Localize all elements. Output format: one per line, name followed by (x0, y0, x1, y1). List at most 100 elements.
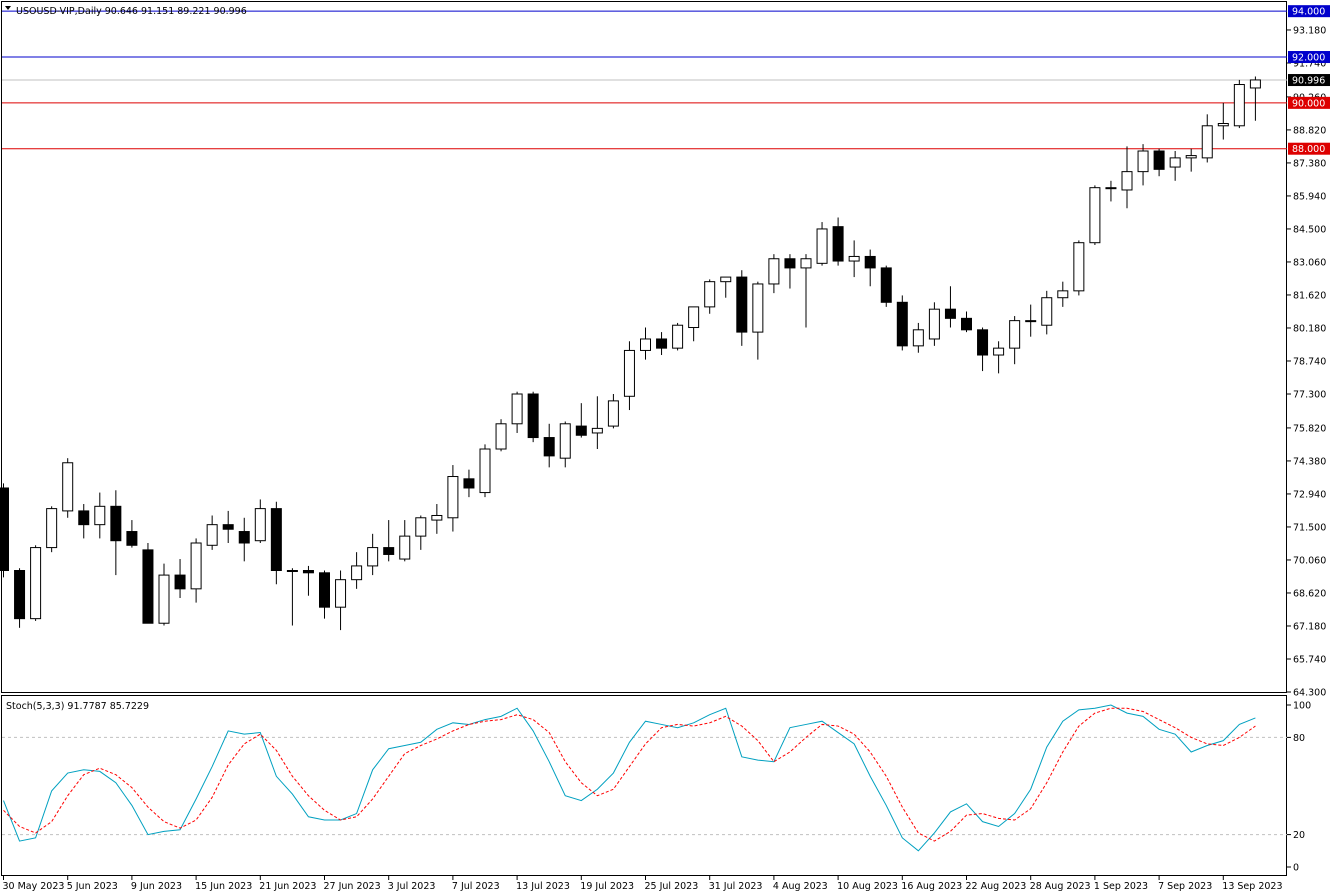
candle (1009, 316, 1021, 365)
price-axis: 93.18091.74090.26088.82087.38085.94084.5… (1287, 5, 1330, 699)
price-tick-label: 93.180 (1293, 25, 1326, 36)
candle (479, 444, 491, 498)
candle (1185, 148, 1197, 172)
candle-body-bull (158, 574, 170, 624)
candle (1025, 304, 1037, 337)
candle (928, 302, 940, 346)
candle-body-bull (30, 547, 42, 620)
candle-body-bull (800, 258, 812, 269)
candle-body-bull (1073, 242, 1085, 292)
candle-body-bull (752, 283, 764, 333)
candle-body-bull (1185, 155, 1197, 159)
stochastic-header-text: Stoch(5,3,3) 91.7787 85.7229 (6, 701, 149, 712)
price-tick-label: 65.740 (1293, 654, 1326, 665)
date-tick-label: 3 Jul 2023 (388, 881, 436, 892)
dropdown-triangle-icon[interactable] (5, 6, 11, 10)
candle-body-bull (447, 476, 459, 519)
candle-body-bear (575, 425, 587, 436)
candle-body-bull (46, 508, 58, 549)
stoch-main-line (3, 704, 1256, 852)
date-tick-label: 7 Jul 2023 (452, 881, 500, 892)
price-tick-label: 72.940 (1293, 489, 1326, 500)
candle-body-bear (1153, 150, 1165, 170)
candle (880, 265, 892, 307)
candle (431, 504, 443, 534)
candle-body-bull (993, 347, 1005, 356)
candle-body-bear (174, 574, 186, 590)
price-tick-label: 81.620 (1293, 290, 1326, 301)
candle-body-bear (238, 531, 250, 544)
candle (977, 327, 989, 372)
candle (190, 538, 202, 603)
candle-body-bull (367, 547, 379, 567)
chart-header: USOUSD-VIP,Daily 90.646 91.151 89.221 90… (5, 6, 247, 17)
candle (816, 222, 828, 266)
candle (527, 391, 539, 443)
candle (14, 568, 26, 628)
candle-body-bull (1121, 171, 1133, 191)
candle (30, 545, 42, 621)
candle-body-bear (126, 531, 138, 546)
candle-body-bear (14, 570, 26, 620)
candle-body-bull (912, 329, 924, 347)
candle-body-bear (977, 329, 989, 356)
stoch-tick-label: 100 (1293, 701, 1311, 712)
level-price-tag (1288, 5, 1330, 18)
candle-body-bull (1137, 150, 1149, 173)
candle (495, 419, 507, 452)
candle (640, 327, 651, 360)
candle-body-bull (1057, 290, 1069, 299)
candle (832, 217, 844, 266)
candle-body-bear (832, 226, 844, 262)
candle-body-bull (254, 508, 266, 542)
stochastic-panel-frame (1, 695, 1287, 876)
price-tick-label: 83.060 (1293, 257, 1326, 268)
current-price-label: 90.996 (1292, 76, 1325, 87)
price-tick-label: 77.300 (1293, 389, 1326, 400)
price-tick-label: 84.500 (1293, 224, 1326, 235)
candle (110, 490, 122, 576)
price-tick-label: 80.180 (1293, 323, 1326, 334)
level-price-tag (1288, 96, 1330, 109)
candle-body-bull (1249, 79, 1261, 89)
stoch-tick-label: 0 (1293, 863, 1299, 874)
candle (623, 341, 635, 411)
candle (656, 332, 668, 356)
candle (1137, 144, 1149, 186)
candle-body-bull (1201, 125, 1213, 159)
candle (270, 501, 282, 585)
price-tick-label: 85.940 (1293, 191, 1326, 202)
price-tick-label: 88.820 (1293, 125, 1326, 136)
current-price-tag (1288, 74, 1330, 87)
candle-body-bull (640, 338, 651, 351)
candle (399, 520, 411, 562)
candle (415, 515, 427, 550)
candle (222, 510, 234, 543)
candle (768, 254, 780, 294)
candle (319, 570, 330, 619)
candle (463, 469, 475, 498)
price-tick-label: 75.820 (1293, 423, 1326, 434)
candle-body-bear (142, 549, 154, 624)
candle-body-bull (623, 349, 635, 397)
candle-body-bear (656, 338, 668, 349)
candle (1089, 185, 1101, 245)
candle (944, 286, 956, 328)
stoch-signal-line (3, 707, 1256, 842)
chart-frames (1, 1, 1287, 876)
candle-body-bull (1233, 84, 1245, 127)
date-axis: 30 May 2023 5 Jun 2023 9 Jun 2023 15 Jun 20… (3, 876, 1283, 892)
candle-body-bull (495, 423, 507, 450)
date-tick-label: 13 Jul 2023 (516, 881, 570, 892)
candle (736, 270, 748, 346)
candle-body-bear (270, 508, 282, 572)
candle-body-bull (415, 517, 427, 537)
candle (46, 506, 58, 553)
candle-body-bear (736, 276, 748, 333)
date-tick-label: 1 Sep 2023 (1094, 881, 1148, 892)
price-tick-label: 67.180 (1293, 621, 1326, 632)
candle-body-bull (928, 308, 940, 340)
candle (591, 396, 603, 450)
candle-body-bull (479, 448, 491, 494)
